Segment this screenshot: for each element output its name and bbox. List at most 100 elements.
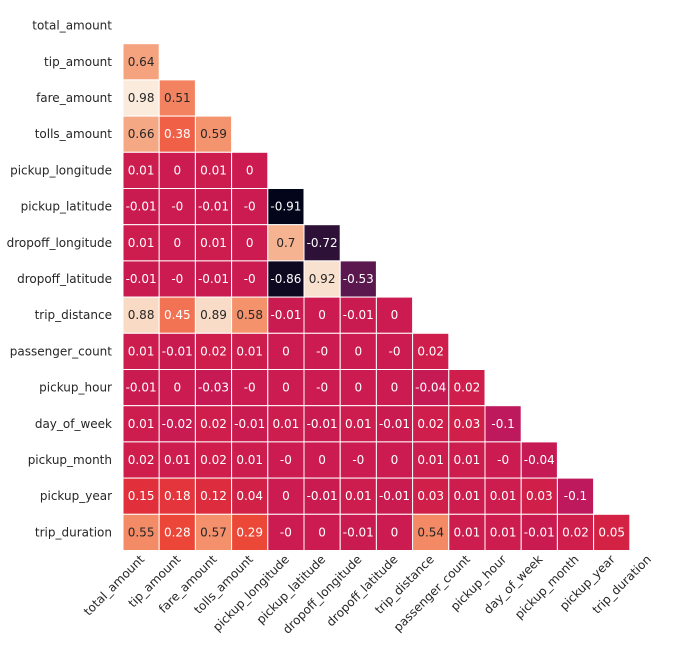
y-tick-label-total_amount: total_amount [32,19,112,33]
heatmap-cell-trip_duration-pickup_month [556,513,595,551]
y-tick-label-trip_distance: trip_distance [35,308,112,322]
heatmap-cell-pickup_month-trip_distance [412,441,450,479]
heatmap-cell-pickup_month-fare_amount [194,441,233,479]
cell-value-label: -0 [280,525,292,539]
cell-value-label: 0.01 [128,163,155,177]
heatmap-cell-pickup_month-tolls_amount [231,441,269,479]
heatmap-cell-pickup_hour-pickup_latitude [303,369,341,407]
cell-value-label: 0.12 [200,489,227,503]
heatmap-cell-passenger_count-trip_distance [412,332,450,370]
heatmap-cell-pickup_year-dropoff_longitude [339,477,377,515]
heatmap-cell-tip_amount-total_amount [122,43,160,81]
heatmap-cell-trip_duration-tip_amount [158,513,196,551]
cell-value-label: 0.29 [236,525,263,539]
cell-value-label: -0.01 [162,344,193,358]
heatmap-cell-dropoff_latitude-tip_amount [158,260,196,298]
cell-value-label: 0.01 [417,453,444,467]
cell-value-label: 0.38 [164,127,191,141]
cell-value-label: 0.01 [164,453,191,467]
heatmap-cell-pickup_year-passenger_count [448,477,486,515]
cell-value-label: 0 [282,381,290,395]
cell-value-label: 0.01 [454,525,481,539]
cell-value-label: 0.05 [598,525,625,539]
y-tick-label-pickup_longitude: pickup_longitude [10,163,112,177]
cell-value-label: 0 [246,236,254,250]
y-tick-label-tip_amount: tip_amount [44,55,112,69]
cell-value-label: 0 [318,308,326,322]
cell-value-label: 0.58 [236,308,263,322]
cell-value-label: -0.01 [126,272,157,286]
heatmap-cell-trip_duration-pickup_longitude [267,513,305,551]
heatmap-cell-pickup_month-total_amount [122,441,160,479]
y-tick-label-trip_duration: trip_duration [35,525,112,539]
heatmap-cell-pickup_year-tolls_amount [231,477,269,515]
cell-value-label: 0.01 [200,163,227,177]
heatmap-cell-dropoff_latitude-dropoff_longitude [339,260,377,298]
heatmap-cell-pickup_year-trip_distance [412,477,450,515]
cell-value-label: -0 [352,453,364,467]
heatmap-cell-pickup_hour-passenger_count [448,369,486,407]
cell-value-label: 0 [282,344,290,358]
heatmap-cell-pickup_month-day_of_week [520,441,558,479]
cell-value-label: -0 [389,344,401,358]
heatmap-cell-pickup_year-pickup_month [556,477,595,515]
cell-value-label: 0.01 [454,453,481,467]
heatmap-cell-passenger_count-pickup_latitude [303,332,341,370]
cell-value-label: 0 [173,381,181,395]
cell-value-label: -0.01 [307,489,338,503]
heatmap-cell-trip_duration-pickup_latitude [303,513,341,551]
heatmap-cell-tolls_amount-fare_amount [194,115,233,153]
cell-value-label: 0 [354,344,362,358]
cell-value-label: 0.01 [345,417,372,431]
cell-value-label: -0.01 [270,308,301,322]
cell-value-label: 0.01 [273,417,300,431]
cell-value-label: 0.98 [128,91,155,105]
cell-value-label: 0.03 [417,489,444,503]
cell-value-label: -0.01 [307,417,338,431]
cell-value-label: -0.01 [126,381,157,395]
cell-value-label: 0.01 [128,236,155,250]
y-axis-tick-labels: total_amount tip_amount fare_amount tolls_a… [7,19,113,540]
cell-value-label: -0 [316,344,328,358]
heatmap-cell-dropoff_longitude-tip_amount [158,224,196,262]
y-tick-label-pickup_month: pickup_month [28,453,112,467]
cell-value-label: -0 [244,200,256,214]
heatmap-cell-trip_distance-fare_amount [194,296,233,334]
cell-value-label: -0 [316,381,328,395]
heatmap-cell-pickup_month-tip_amount [158,441,196,479]
cell-value-label: 0.64 [128,55,155,69]
cell-value-label: 0.02 [417,417,444,431]
cell-value-label: 0.51 [164,91,191,105]
heatmap-cell-dropoff_latitude-total_amount [122,260,160,298]
heatmap-cell-pickup_month-pickup_hour [484,441,522,479]
y-tick-label-dropoff_latitude: dropoff_latitude [17,272,112,286]
heatmap-cell-dropoff_longitude-total_amount [122,224,160,262]
cell-value-label: 0.01 [490,489,517,503]
heatmap-cell-day_of_week-trip_distance [412,405,450,443]
y-tick-label-pickup_latitude: pickup_latitude [21,200,112,214]
cell-value-label: 0.01 [236,344,263,358]
cell-value-label: -0 [280,453,292,467]
cell-value-label: 0.57 [200,525,227,539]
cell-value-label: 0.02 [200,344,227,358]
heatmap-cell-trip_duration-pickup_hour [484,513,522,551]
y-tick-label-passenger_count: passenger_count [10,344,113,358]
cell-value-label: 0.45 [164,308,191,322]
x-tick-label-pickup_month: pickup_month [512,552,582,622]
cell-value-label: 0.01 [454,489,481,503]
cell-value-label: 0.28 [164,525,191,539]
cell-value-label: -0.01 [126,200,157,214]
cell-value-label: -0.01 [524,525,555,539]
cell-value-label: 0.02 [417,344,444,358]
cell-value-label: 0.01 [128,344,155,358]
heatmap-cell-pickup_latitude-tip_amount [158,188,196,226]
heatmap-cell-trip_duration-total_amount [122,513,160,551]
heatmap-cell-trip_duration-dropoff_latitude [375,513,414,551]
heatmap-cell-day_of_week-total_amount [122,405,160,443]
cell-value-label: -0.53 [343,272,374,286]
heatmap-cell-day_of_week-tolls_amount [231,405,269,443]
cell-value-label: 0 [391,525,399,539]
cell-value-label: 0.54 [417,525,444,539]
cell-value-label: -0 [244,272,256,286]
cell-value-label: 0.02 [128,453,155,467]
